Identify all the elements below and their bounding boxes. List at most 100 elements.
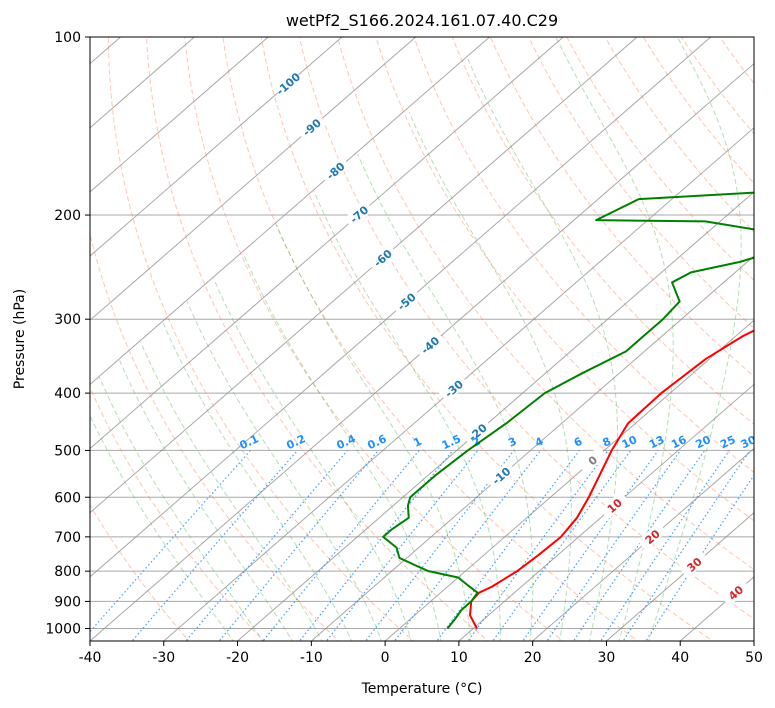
mixing-ratio-label: 30 bbox=[739, 433, 759, 451]
mixing-ratio-line bbox=[90, 450, 252, 633]
isotherm-label-background bbox=[296, 112, 327, 142]
mixing-ratio-line bbox=[436, 450, 581, 641]
dewpoint-profile-line bbox=[382, 191, 754, 630]
isotherm-label-background bbox=[367, 243, 398, 272]
y-tick-label: 500 bbox=[54, 443, 81, 459]
mixing-ratio-line bbox=[645, 474, 754, 641]
isotherm-label-background bbox=[637, 522, 667, 551]
isotherm-label-background bbox=[272, 69, 303, 98]
isotherm-line bbox=[90, 37, 638, 514]
mixing-ratio-line bbox=[131, 450, 298, 641]
moist-adiabat-line bbox=[213, 278, 412, 641]
mixing-ratio-line bbox=[492, 450, 632, 641]
moist-adiabat-line bbox=[276, 224, 472, 641]
y-tick-label: 100 bbox=[54, 30, 81, 46]
x-tick-label: 40 bbox=[671, 650, 689, 666]
isotherm-line bbox=[311, 255, 754, 641]
moist-adiabat-line bbox=[90, 414, 234, 641]
mixing-ratio-label: 25 bbox=[718, 433, 737, 451]
x-tick-label: 30 bbox=[598, 650, 616, 666]
x-tick-label: -30 bbox=[152, 650, 175, 666]
isotherm-label-background bbox=[577, 446, 608, 475]
plot-area: -100-90-80-70-60-50-40-30-20-10010203040… bbox=[90, 37, 759, 641]
isotherm-line bbox=[90, 37, 343, 257]
moist-adiabat-line bbox=[186, 301, 382, 641]
mixing-ratio-line bbox=[599, 450, 730, 641]
isotherm-line bbox=[90, 37, 269, 193]
moist-adiabat-line bbox=[119, 360, 293, 641]
mixing-ratio-line bbox=[364, 450, 515, 641]
isobar-gridlines bbox=[90, 37, 754, 629]
mixing-ratio-line bbox=[262, 450, 420, 641]
x-tick-label: 10 bbox=[450, 650, 468, 666]
isotherm-line bbox=[90, 37, 490, 386]
mixing-ratio-label: 13 bbox=[647, 433, 666, 451]
y-tick-label: 800 bbox=[54, 564, 81, 580]
isotherm-line bbox=[163, 127, 754, 641]
isotherm-label-background bbox=[462, 417, 493, 447]
dry-adiabat-line bbox=[337, 37, 754, 571]
mixing-ratio-line bbox=[522, 450, 659, 641]
isotherm-line bbox=[384, 319, 754, 641]
moist-adiabat-line bbox=[140, 341, 323, 641]
y-tick-label: 200 bbox=[54, 208, 81, 224]
moist-adiabat-line bbox=[162, 322, 353, 641]
x-tick-label: 0 bbox=[381, 650, 390, 666]
isotherm-label-background bbox=[679, 550, 709, 579]
x-axis-label: Temperature (°C) bbox=[361, 681, 483, 697]
isotherm-label-background bbox=[415, 330, 445, 359]
mixing-ratio-label: 20 bbox=[694, 433, 714, 451]
mixing-ratio-line bbox=[546, 450, 681, 641]
y-tick-label: 400 bbox=[54, 386, 81, 402]
y-tick-label: 600 bbox=[54, 490, 81, 506]
dry-adiabat-line bbox=[222, 37, 639, 641]
x-tick-label: -10 bbox=[300, 650, 323, 666]
y-axis-ticks: 100 200 300 400 500 600 700 800 900 1000 bbox=[45, 30, 90, 637]
temperature-profile-line bbox=[469, 329, 754, 629]
dry-adiabat-line bbox=[566, 37, 754, 282]
isotherm-line bbox=[90, 37, 712, 578]
isotherm-line bbox=[237, 191, 754, 641]
moist-adiabat-line bbox=[242, 252, 442, 641]
mixing-ratio-line bbox=[622, 450, 751, 641]
y-tick-label: 900 bbox=[54, 594, 81, 610]
isotherm-line bbox=[458, 383, 754, 641]
y-tick-label: 1000 bbox=[45, 621, 81, 637]
moist-adiabat-line bbox=[98, 377, 264, 641]
moist-adiabat-line bbox=[408, 111, 572, 641]
dry-adiabat-line bbox=[489, 37, 754, 377]
mixing-ratio-line bbox=[467, 450, 609, 641]
y-tick-label: 700 bbox=[54, 530, 81, 546]
x-tick-label: 20 bbox=[524, 650, 542, 666]
isotherm-line bbox=[606, 512, 754, 641]
mixing-ratio-lines bbox=[90, 450, 754, 641]
plot-frame bbox=[89, 36, 755, 642]
moist-adiabat-line bbox=[313, 190, 501, 641]
profile-series bbox=[382, 191, 754, 630]
isotherm-label-background bbox=[320, 156, 351, 185]
isotherm-label-background bbox=[391, 287, 422, 316]
isotherm-label-background bbox=[438, 374, 469, 403]
isotherm-label-background bbox=[720, 578, 751, 607]
isotherm-line bbox=[90, 37, 417, 321]
isotherm-label-background bbox=[486, 461, 516, 490]
mixing-ratio-label: 10 bbox=[620, 433, 640, 451]
x-tick-label: 50 bbox=[745, 650, 763, 666]
mixing-ratio-line bbox=[572, 450, 706, 641]
y-tick-label: 300 bbox=[54, 312, 81, 328]
x-axis-ticks: -40 -30 -20 -10 0 10 20 30 40 50 bbox=[79, 641, 763, 666]
x-tick-label: -20 bbox=[226, 650, 249, 666]
x-tick-label: -40 bbox=[79, 650, 102, 666]
isotherm-line bbox=[90, 37, 564, 450]
mixing-ratio-label: 16 bbox=[669, 433, 689, 451]
mixing-ratio-line bbox=[325, 450, 479, 641]
mixing-ratio-line bbox=[298, 450, 454, 641]
y-axis-label: Pressure (hPa) bbox=[12, 289, 28, 389]
chart-title: wetPf2_S166.2024.161.07.40.C29 bbox=[286, 11, 558, 31]
dry-adiabat-line bbox=[413, 37, 754, 474]
isotherm-label-background bbox=[343, 200, 374, 229]
isotherm-label-background bbox=[599, 491, 630, 520]
